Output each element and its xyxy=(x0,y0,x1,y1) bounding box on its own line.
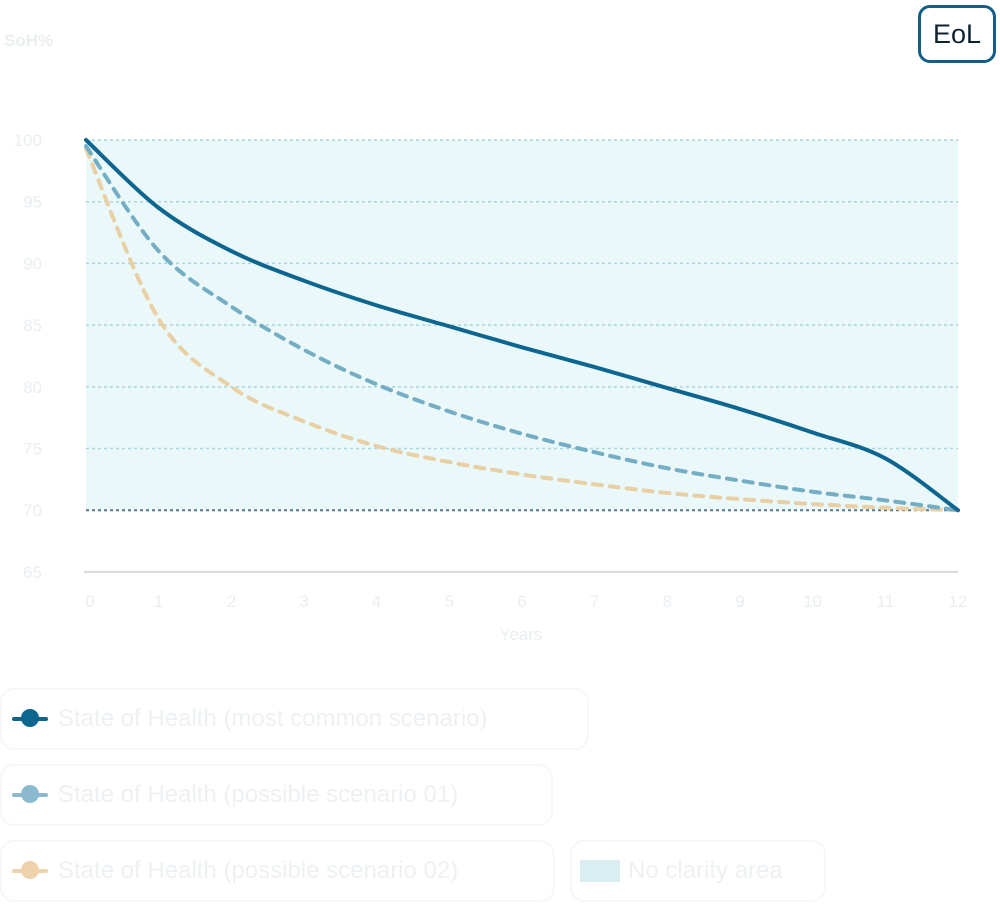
legend-label: No clarity area xyxy=(628,857,783,884)
x-tick-label: 3 xyxy=(299,592,308,611)
x-tick-label: 5 xyxy=(445,592,454,611)
y-tick-label: 75 xyxy=(23,440,42,459)
y-tick-label: 100 xyxy=(14,131,42,150)
x-tick-label: 7 xyxy=(590,592,599,611)
x-tick-label: 10 xyxy=(803,592,822,611)
x-tick-label: 12 xyxy=(949,592,968,611)
x-tick-label: 6 xyxy=(517,592,526,611)
series-line-most-common xyxy=(84,138,960,513)
y-tick-label: 65 xyxy=(23,563,42,582)
legend-item-most-common[interactable]: State of Health (most common scenario) xyxy=(0,688,589,750)
legend-item-no-clarity-area[interactable]: No clarity area xyxy=(570,840,826,902)
legend-label: State of Health (possible scenario 01) xyxy=(58,781,459,808)
x-tick-label: 2 xyxy=(227,592,236,611)
x-tick-label: 9 xyxy=(735,592,744,611)
series-line-scenario-02 xyxy=(84,146,960,513)
legend-label: State of Health (most common scenario) xyxy=(58,705,488,732)
eol-button[interactable]: EoL xyxy=(918,5,996,63)
no-clarity-area xyxy=(86,140,958,511)
legend-item-scenario-01[interactable]: State of Health (possible scenario 01) xyxy=(0,764,553,826)
legend-line-marker-icon xyxy=(10,861,50,881)
x-tick-label: 8 xyxy=(663,592,672,611)
x-tick-label: 4 xyxy=(372,592,381,611)
legend-item-scenario-02[interactable]: State of Health (possible scenario 02) xyxy=(0,840,555,902)
x-tick-label: 1 xyxy=(154,592,163,611)
legend-line-marker-icon xyxy=(10,709,50,729)
y-tick-label: 90 xyxy=(23,254,42,273)
y-tick-label: 80 xyxy=(23,378,42,397)
legend-line-marker-icon xyxy=(10,785,50,805)
x-tick-label: 0 xyxy=(85,592,94,611)
series-line-scenario-01 xyxy=(84,144,960,513)
legend-label: State of Health (possible scenario 02) xyxy=(58,857,459,884)
y-tick-label: 70 xyxy=(23,501,42,520)
x-axis-title: Years xyxy=(500,625,543,644)
x-tick-label: 11 xyxy=(877,592,895,611)
y-axis-title: SoH% xyxy=(4,31,53,50)
y-tick-label: 85 xyxy=(23,316,42,335)
y-tick-label: 95 xyxy=(23,193,42,212)
legend-area-swatch-icon xyxy=(580,860,620,882)
